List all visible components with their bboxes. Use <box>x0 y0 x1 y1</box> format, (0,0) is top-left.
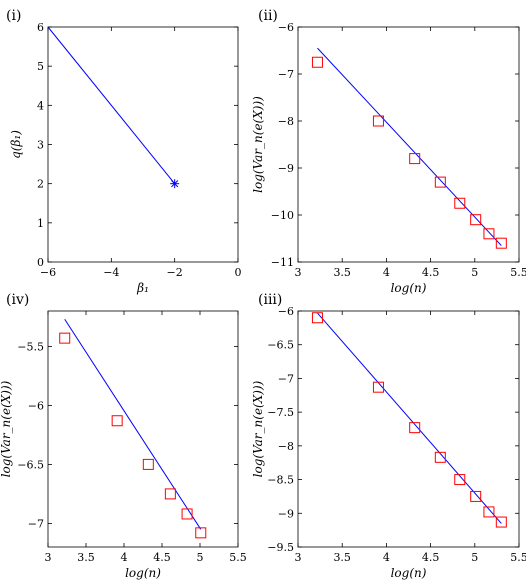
panel-label: (iii) <box>258 292 282 308</box>
data-point <box>495 516 507 528</box>
y-tick-label: −7.5 <box>267 406 294 419</box>
y-axis-label: log(Var_n(e(X))) <box>251 380 265 477</box>
x-axis-label: log(n) <box>125 566 161 580</box>
x-axis-label: log(n) <box>391 281 427 295</box>
y-tick-label: −10 <box>271 209 294 222</box>
x-tick-label: 5 <box>471 266 478 279</box>
y-tick-label: 1 <box>37 217 44 230</box>
y-axis-label: q(β₁) <box>9 130 23 159</box>
y-tick-label: −6.5 <box>17 458 44 471</box>
panel-label: (ii) <box>258 8 278 24</box>
data-point <box>434 451 446 463</box>
y-tick-label: −9.5 <box>267 541 294 554</box>
y-tick-label: −6 <box>278 305 294 318</box>
data-point <box>470 214 482 226</box>
data-point-star <box>170 179 180 189</box>
y-tick-label: 6 <box>37 21 44 34</box>
y-tick-label: 3 <box>37 139 44 152</box>
chart-panel-2: 3 3.5 4 4.5 5 5.5 −11 −10 −9 −8 −7 −6(ii) log(n) log(… <box>251 8 526 295</box>
data-point <box>483 506 495 518</box>
series-line <box>47 26 176 184</box>
y-axis-label: log(Var_n(e(X))) <box>251 96 265 193</box>
y-tick-label: −8.5 <box>267 474 294 487</box>
chart-panel-1: −6 −4 −2 0 0 1 2 3 4 5 6 (i) β₁ q(β₁) <box>6 8 242 295</box>
x-tick-label: 4.5 <box>422 551 440 564</box>
x-tick-label: 3 <box>295 266 302 279</box>
y-tick-label: 4 <box>37 99 44 112</box>
data-point <box>372 381 384 393</box>
x-tick-label: 5 <box>471 551 478 564</box>
data-point <box>483 228 495 240</box>
y-tick-label: −7 <box>28 517 44 530</box>
series-line <box>64 318 202 530</box>
x-axis-label: β₁ <box>136 281 149 295</box>
y-tick-label: 0 <box>37 256 44 269</box>
y-tick-label: −6.5 <box>267 339 294 352</box>
data-point <box>181 508 193 520</box>
chart-panel-4: 3 3.5 4 4.5 5 5.5 −9.5 −9 −8.5 −8 −7.5 −7 −6.5 −6(iii… <box>251 292 526 580</box>
x-tick-label: 5.5 <box>510 266 526 279</box>
y-tick-label: 2 <box>37 178 44 191</box>
x-axis-label: log(n) <box>391 566 427 580</box>
x-tick-label: 4.5 <box>153 551 171 564</box>
plot-area <box>297 310 520 548</box>
plot-area <box>47 310 239 548</box>
data-point <box>434 176 446 188</box>
data-point <box>111 415 123 427</box>
y-tick-label: −7 <box>278 68 294 81</box>
y-tick-label: −8 <box>278 440 294 453</box>
data-point <box>495 237 507 249</box>
x-tick-label: −6 <box>40 266 56 279</box>
data-point <box>311 312 323 324</box>
x-tick-label: 4 <box>383 266 390 279</box>
y-tick-label: −6 <box>278 21 294 34</box>
data-point <box>454 197 466 209</box>
y-tick-label: −9 <box>278 507 294 520</box>
y-tick-label: 5 <box>37 60 44 73</box>
panel-label: (iv) <box>6 292 29 308</box>
y-tick-label: −6 <box>28 399 44 412</box>
x-tick-label: 4 <box>383 551 390 564</box>
x-tick-label: −2 <box>167 266 183 279</box>
x-tick-label: 3.5 <box>333 266 351 279</box>
x-tick-label: 3 <box>45 551 52 564</box>
y-tick-label: −11 <box>271 256 294 269</box>
x-tick-label: 3 <box>295 551 302 564</box>
data-point <box>409 422 421 434</box>
x-tick-label: 5.5 <box>510 551 526 564</box>
x-tick-label: 5 <box>197 551 204 564</box>
data-point <box>195 527 207 539</box>
data-point <box>454 474 466 486</box>
y-tick-label: −9 <box>278 162 294 175</box>
data-point <box>59 332 71 344</box>
x-tick-label: 5.5 <box>229 551 247 564</box>
y-axis-label: log(Var_n(e(X))) <box>0 380 13 477</box>
data-point <box>164 488 176 500</box>
data-point <box>470 490 482 502</box>
x-tick-label: 3.5 <box>77 551 95 564</box>
data-point <box>409 153 421 165</box>
chart-panel-3: 3 3.5 4 4.5 5 5.5 −7 −6.5 −6 −5.5 (iv) log(n) log(Va… <box>0 292 247 580</box>
panel-label: (i) <box>6 8 21 24</box>
y-tick-label: −7 <box>278 372 294 385</box>
x-tick-label: 3.5 <box>333 551 351 564</box>
y-tick-label: −5.5 <box>17 340 44 353</box>
series-line <box>317 312 502 524</box>
data-point <box>142 458 154 470</box>
x-tick-label: 4.5 <box>422 266 440 279</box>
x-tick-label: 0 <box>235 266 242 279</box>
series-line <box>317 47 502 246</box>
data-point <box>372 115 384 127</box>
y-tick-label: −8 <box>278 115 294 128</box>
x-tick-label: 4 <box>121 551 128 564</box>
data-point <box>311 56 323 68</box>
x-tick-label: −4 <box>103 266 119 279</box>
